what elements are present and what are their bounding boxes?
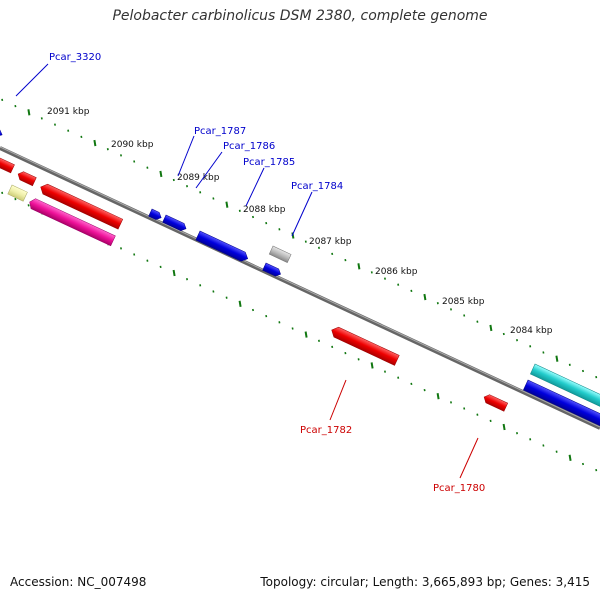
leader-pcar-1785 (245, 167, 265, 207)
leader-pcar-1786 (195, 151, 223, 189)
backbone-highlight (0, 146, 600, 428)
inner-major-tick (568, 454, 572, 461)
gene-pcar-1784[interactable] (268, 245, 292, 263)
outer-major-tick (423, 293, 427, 301)
leader-pcar-1784 (291, 191, 313, 237)
outer-major-tick (291, 232, 295, 239)
inner-major-tick (502, 423, 506, 431)
gene-red-left-2[interactable] (16, 170, 37, 187)
tick-label-2088: 2088 kbp (243, 205, 286, 215)
gene-yellow-left[interactable] (7, 184, 28, 202)
outer-major-tick (27, 109, 31, 116)
label-leaders (15, 63, 479, 479)
label-pcar-3320[interactable]: Pcar_3320 (49, 52, 101, 63)
genome-summary: Topology: circular; Length: 3,665,893 bp… (260, 575, 590, 589)
outer-major-tick (489, 324, 493, 332)
gene-teal-right[interactable] (530, 363, 600, 409)
gene-pink-left[interactable] (27, 197, 116, 247)
forward-strand-genes (0, 126, 600, 427)
outer-major-tick (93, 139, 97, 147)
label-pcar-1785[interactable]: Pcar_1785 (243, 157, 295, 168)
label-pcar-1780[interactable]: Pcar_1780 (433, 483, 485, 494)
gene-pcar-3320[interactable] (0, 126, 4, 138)
inner-major-tick (238, 300, 242, 307)
outer-major-tick (555, 355, 559, 362)
inner-major-tick (436, 393, 440, 400)
gene-pcar-1782[interactable] (329, 325, 400, 366)
gene-pcar-1786[interactable] (162, 214, 188, 232)
gene-pcar-1785[interactable] (195, 230, 250, 263)
leader-pcar-1782 (329, 379, 347, 421)
gene-red-left-1[interactable] (0, 155, 15, 174)
tick-label-2084: 2084 kbp (510, 326, 553, 336)
accession-text: Accession: NC_007498 (10, 575, 147, 589)
gene-pcar-1780[interactable] (482, 393, 509, 412)
tick-label-2089: 2089 kbp (177, 173, 220, 183)
outer-tick-ring (1, 98, 598, 379)
map-title: Pelobacter carbinolicus DSM 2380, comple… (112, 8, 488, 24)
leader-pcar-3320 (15, 63, 49, 97)
leader-pcar-1787 (177, 135, 195, 177)
outer-major-tick (225, 201, 229, 208)
tick-label-2086: 2086 kbp (375, 267, 418, 277)
genome-backbone (0, 146, 600, 430)
outer-major-tick (357, 263, 361, 270)
tick-label-2090: 2090 kbp (111, 140, 154, 150)
label-pcar-1787[interactable]: Pcar_1787 (194, 126, 246, 137)
tick-label-2091: 2091 kbp (47, 107, 90, 117)
leader-pcar-1780 (459, 437, 479, 479)
label-pcar-1784[interactable]: Pcar_1784 (291, 181, 343, 192)
tick-label-2085: 2085 kbp (442, 297, 485, 307)
outer-major-tick (159, 170, 163, 178)
reverse-strand-genes (0, 155, 509, 412)
inner-major-tick (370, 362, 374, 369)
tick-label-2087: 2087 kbp (309, 237, 352, 247)
label-pcar-1782[interactable]: Pcar_1782 (300, 425, 352, 436)
gene-pcar-1783[interactable] (262, 262, 283, 278)
gene-pcar-1787[interactable] (148, 208, 163, 221)
label-pcar-1786[interactable]: Pcar_1786 (223, 141, 275, 152)
inner-major-tick (172, 269, 176, 277)
gene-blue-right[interactable] (523, 379, 600, 427)
gene-red-left-3[interactable] (38, 182, 124, 230)
inner-major-tick (304, 331, 308, 338)
